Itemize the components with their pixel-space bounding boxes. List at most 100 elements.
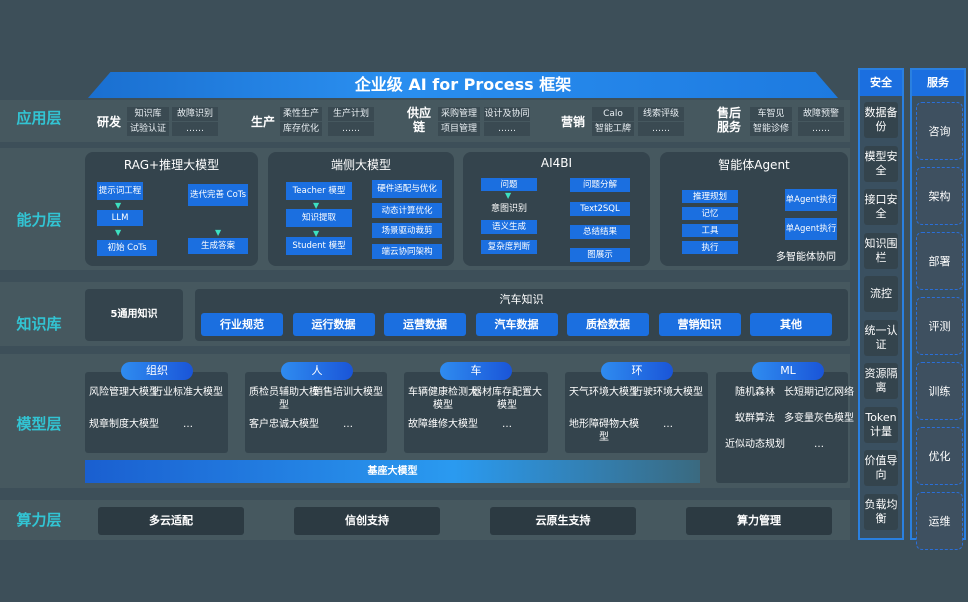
agent-panel: 智能体Agent 推理规划 记忆 工具 执行 单Agent执行 单Agent执行… (660, 152, 848, 266)
app-item: …… (172, 122, 218, 136)
rag-title: RAG+推理大模型 (123, 158, 220, 172)
model-item: 地形障碍物大模型 (569, 419, 639, 443)
single-agent-box: 单Agent执行 (785, 218, 837, 240)
model-group-panel (565, 372, 708, 453)
model-item: … (343, 419, 353, 430)
model-group-panel (245, 372, 387, 453)
text2sql-box: Text2SQL (570, 202, 630, 216)
model-item: 客户忠诚大模型 (249, 419, 319, 430)
model-item: 规章制度大模型 (89, 419, 159, 430)
ai4bi-title: AI4BI (540, 156, 573, 170)
app-item: 设计及协同 (484, 107, 530, 121)
knowledge-pill: 汽车数据 (475, 313, 558, 336)
edge-side-item: 动态计算优化 (372, 203, 442, 218)
iterate-box: 迭代完善 CoTs (188, 184, 248, 206)
security-item: 负载均衡 (864, 493, 898, 530)
layer-label-knowledge: 知识库 (16, 315, 62, 333)
arrow-icon: ▼ (115, 201, 122, 210)
app-item: …… (484, 122, 530, 136)
intent-label: 意图识别 (490, 204, 527, 214)
agent-item: 推理规划 (682, 190, 738, 203)
app-item: 车智见 (750, 107, 792, 121)
edge-title: 端侧大模型 (330, 158, 391, 172)
app-group-label: 生产 (250, 115, 275, 129)
model-item: 行驶环境大模型 (633, 387, 703, 398)
app-item: 线索评级 (638, 107, 684, 121)
security-item: 数据备份 (864, 102, 898, 138)
page-title: 企业级 AI for Process 框架 (88, 72, 838, 98)
service-item: 优化 (916, 427, 963, 485)
app-item: 项目管理 (438, 122, 480, 136)
model-item: 器材库存配置大模型 (472, 387, 542, 411)
security-item: 统一认证 (864, 319, 898, 356)
knowledge-pill: 质检数据 (567, 313, 649, 336)
service-item: 架构 (916, 167, 963, 225)
edge-panel: 端侧大模型 Teacher 模型 ▼ 知识提取 ▼ Student 模型 硬件适… (268, 152, 454, 266)
service-item: 咨询 (916, 102, 963, 160)
service-title: 服务 (912, 70, 964, 96)
arrow-icon: ▼ (505, 191, 512, 200)
app-item: 试验认证 (127, 122, 169, 136)
app-item: 采购管理 (438, 107, 480, 121)
arrow-icon: ▼ (215, 228, 222, 237)
arrow-icon: ▼ (313, 201, 320, 210)
agent-item: 工具 (682, 224, 738, 237)
security-item: 知识围栏 (864, 232, 898, 269)
prompt-box: 提示词工程 (97, 182, 143, 200)
semantic-box: 语义生成 (481, 220, 537, 234)
model-tag: 组织 (121, 362, 193, 380)
arrow-icon: ▼ (115, 228, 122, 237)
layer-label-ability: 能力层 (16, 211, 62, 229)
knowledge-pill: 运营数据 (384, 313, 466, 336)
service-item: 运维 (916, 492, 963, 550)
chart-show-box: 图展示 (570, 248, 630, 262)
compute-item: 信创支持 (294, 507, 440, 535)
security-item: Token计量 (864, 406, 898, 443)
ai4bi-panel: AI4BI 问题 ▼ 意图识别 语义生成 复杂度判断 问题分解 Text2SQL… (463, 152, 650, 266)
model-item: 近似动态规划 (725, 439, 785, 450)
rag-panel: RAG+推理大模型 提示词工程 ▼ LLM ▼ 初始 CoTs 迭代完善 CoT… (85, 152, 258, 266)
model-item: 行业标准大模型 (153, 387, 223, 398)
compute-item: 算力管理 (686, 507, 832, 535)
model-tag: ML (752, 362, 824, 380)
multi-agent-label: 多智能体协同 (776, 252, 836, 263)
app-item: …… (638, 122, 684, 136)
app-group-label: 研发 (96, 115, 121, 129)
model-item: 质检员辅助大模型 (249, 387, 319, 411)
arrow-icon: ▼ (313, 229, 320, 238)
model-item: 销售培训大模型 (313, 387, 383, 398)
app-item: 生产计划 (328, 107, 374, 121)
security-item: 资源隔离 (864, 363, 898, 399)
base-model-bar: 基座大模型 (85, 460, 700, 483)
app-item: 故障识别 (172, 107, 218, 121)
model-item: … (814, 439, 824, 450)
llm-box: LLM (97, 210, 143, 226)
model-tag: 车 (440, 362, 512, 380)
summary-box: 总结结果 (570, 225, 630, 239)
app-item: 知识库 (127, 107, 169, 121)
model-item: … (663, 419, 673, 430)
app-group-label: 供应链 (406, 106, 431, 134)
service-item: 训练 (916, 362, 963, 420)
layer-label-app: 应用层 (16, 109, 62, 127)
model-item: 多变量灰色模型 (784, 413, 854, 424)
general-knowledge: 5通用知识 (85, 289, 183, 341)
security-item: 价值导向 (864, 450, 898, 486)
agent-item: 执行 (682, 241, 738, 254)
model-tag: 环 (601, 362, 673, 380)
compute-item: 多云适配 (98, 507, 244, 535)
model-group-panel (716, 372, 848, 483)
app-item: 智能工牌 (592, 122, 634, 136)
security-item: 接口安全 (864, 189, 898, 225)
cots-box: 初始 CoTs (97, 240, 157, 256)
layer-label-model: 模型层 (16, 415, 62, 433)
app-item: …… (798, 122, 844, 136)
complexity-box: 复杂度判断 (481, 240, 537, 254)
agent-title: 智能体Agent (718, 158, 790, 172)
model-item: … (502, 419, 512, 430)
knowledge-pill: 运行数据 (292, 313, 375, 336)
decompose-box: 问题分解 (570, 178, 630, 192)
teacher-box: Teacher 模型 (286, 182, 352, 200)
question-box: 问题 (481, 178, 537, 191)
student-box: Student 模型 (286, 237, 352, 255)
